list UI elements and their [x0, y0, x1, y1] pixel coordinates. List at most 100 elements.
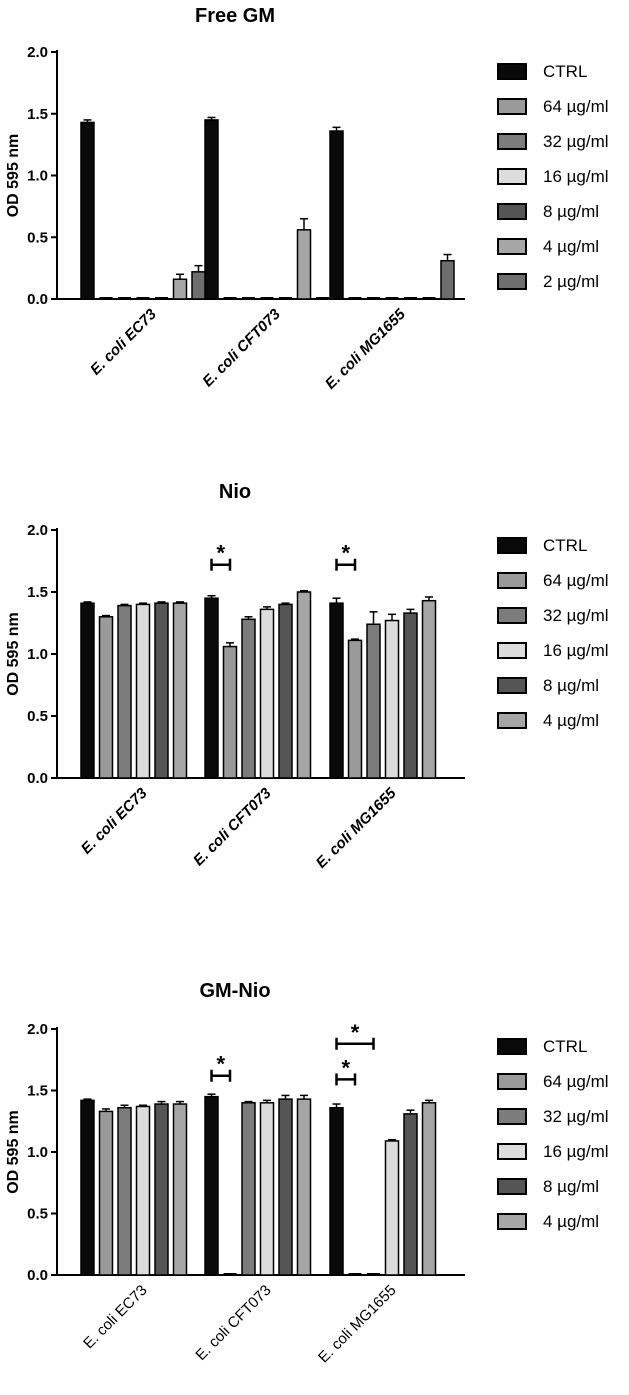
legend-label: 8 µg/ml — [543, 1177, 600, 1196]
y-tick-label: 0.5 — [27, 708, 48, 725]
y-tick-label: 0.5 — [27, 1206, 48, 1223]
chart-panel-free-gm: Free GM OD 595 nm 0.0 0.5 1.0 1.5 2.0 E. coli … — [0, 0, 629, 440]
bar — [403, 1113, 418, 1276]
y-tick-label: 1.0 — [27, 646, 48, 663]
bar — [154, 1103, 169, 1276]
bar — [80, 121, 95, 300]
legend-label: 16 µg/ml — [543, 167, 609, 186]
legend-swatch — [497, 1178, 527, 1195]
x-category-label: E. coli CFT073 — [192, 1282, 274, 1364]
bar — [172, 602, 188, 779]
legend-swatch — [497, 63, 527, 80]
x-category-label: E. coli EC73 — [80, 1282, 150, 1352]
chart-title: GM-Nio — [199, 980, 271, 1002]
chart-panel-nio: Nio OD 595 nm 0.0 0.5 1.0 1.5 2.0 E. coli EC73… — [0, 476, 629, 916]
significance-label: * — [341, 541, 350, 566]
x-category-label: E. coli MG1655 — [322, 305, 409, 392]
legend-swatch — [497, 712, 527, 729]
bar — [384, 1140, 400, 1276]
legend-swatch — [497, 238, 527, 255]
significance-label: * — [351, 1020, 360, 1045]
bar — [296, 229, 312, 300]
bar — [384, 619, 400, 779]
chart-svg: OD 595 nm 0.0 0.5 1.0 1.5 2.0 E. coli EC73 E. c… — [5, 522, 465, 872]
bar — [172, 1103, 188, 1276]
bar — [329, 1106, 344, 1276]
bar — [296, 591, 312, 779]
y-tick-label: 1.5 — [27, 106, 48, 123]
bar — [366, 623, 381, 779]
y-axis-label: OD 595 nm — [5, 1110, 22, 1194]
chart-title: Free GM — [194, 5, 276, 27]
legend-label: 2 µg/ml — [543, 272, 600, 291]
y-tick-label: 1.0 — [27, 168, 48, 185]
y-tick-label: 0.5 — [27, 229, 48, 246]
bar — [241, 618, 256, 779]
y-axis-label: OD 595 nm — [5, 612, 22, 696]
bar — [204, 119, 219, 300]
x-category-label: E. coli EC73 — [78, 784, 151, 857]
bar — [191, 271, 206, 300]
bar — [403, 612, 418, 779]
legend-swatch — [497, 1143, 527, 1160]
legend-label: 32 µg/ml — [543, 132, 609, 151]
bar — [80, 602, 95, 779]
legend-label: CTRL — [543, 62, 588, 81]
bar — [296, 1098, 312, 1276]
legend-swatch — [497, 1213, 527, 1230]
legend-label: 4 µg/ml — [543, 237, 600, 256]
legend-label: 32 µg/ml — [543, 1107, 609, 1126]
y-tick-label: 0.0 — [27, 291, 48, 308]
bar — [80, 1099, 95, 1276]
y-axis-label: OD 595 nm — [5, 134, 22, 218]
bar — [172, 278, 188, 300]
bar — [204, 1095, 219, 1276]
bar — [117, 1106, 132, 1276]
legend-swatch — [497, 98, 527, 115]
bar — [259, 608, 275, 779]
bar — [241, 1102, 256, 1276]
bar — [329, 602, 344, 779]
legend-swatch — [497, 133, 527, 150]
legend-label: 64 µg/ml — [543, 97, 609, 116]
legend-swatch — [497, 572, 527, 589]
bar — [204, 597, 219, 779]
x-category-label: E. coli MG1655 — [315, 1282, 400, 1367]
chart-svg: OD 595 nm 0.0 0.5 1.0 1.5 2.0 E. coli EC73 E. c… — [5, 1020, 465, 1367]
bar — [347, 639, 363, 779]
legend-swatch — [497, 1038, 527, 1055]
x-category-label: E. coli CFT073 — [199, 305, 284, 390]
legend-label: 8 µg/ml — [543, 676, 600, 695]
bar — [278, 603, 293, 779]
legend-label: CTRL — [543, 1037, 588, 1056]
bar — [222, 645, 238, 779]
y-tick-label: 2.0 — [27, 522, 48, 539]
chart-title: Nio — [218, 481, 252, 503]
bar — [98, 616, 114, 779]
legend-swatch — [497, 203, 527, 220]
chart-svg: OD 595 nm 0.0 0.5 1.0 1.5 2.0 E. coli EC73 E. c… — [5, 44, 465, 393]
y-tick-label: 2.0 — [27, 1021, 48, 1038]
legend-swatch — [497, 1073, 527, 1090]
bar — [421, 599, 437, 779]
bar — [117, 604, 132, 779]
legend-label: 64 µg/ml — [543, 1072, 609, 1091]
bar — [259, 1102, 275, 1276]
bar — [421, 1102, 437, 1276]
bar — [135, 603, 151, 779]
legend-swatch — [497, 168, 527, 185]
bar — [278, 1098, 293, 1276]
bar — [329, 130, 344, 300]
y-tick-label: 0.0 — [27, 1267, 48, 1284]
significance-label: * — [341, 1055, 350, 1080]
legend-label: 8 µg/ml — [543, 202, 600, 221]
legend-label: 32 µg/ml — [543, 606, 609, 625]
bar — [440, 259, 455, 300]
legend-swatch — [497, 273, 527, 290]
legend-label: 64 µg/ml — [543, 571, 609, 590]
legend-label: 16 µg/ml — [543, 1142, 609, 1161]
y-tick-label: 1.0 — [27, 1144, 48, 1161]
legend-label: CTRL — [543, 536, 588, 555]
chart-panel-gm-nio: GM-Nio OD 595 nm 0.0 0.5 1.0 1.5 2.0 E. coli E… — [0, 975, 629, 1395]
x-category-label: E. coli MG1655 — [313, 784, 400, 871]
